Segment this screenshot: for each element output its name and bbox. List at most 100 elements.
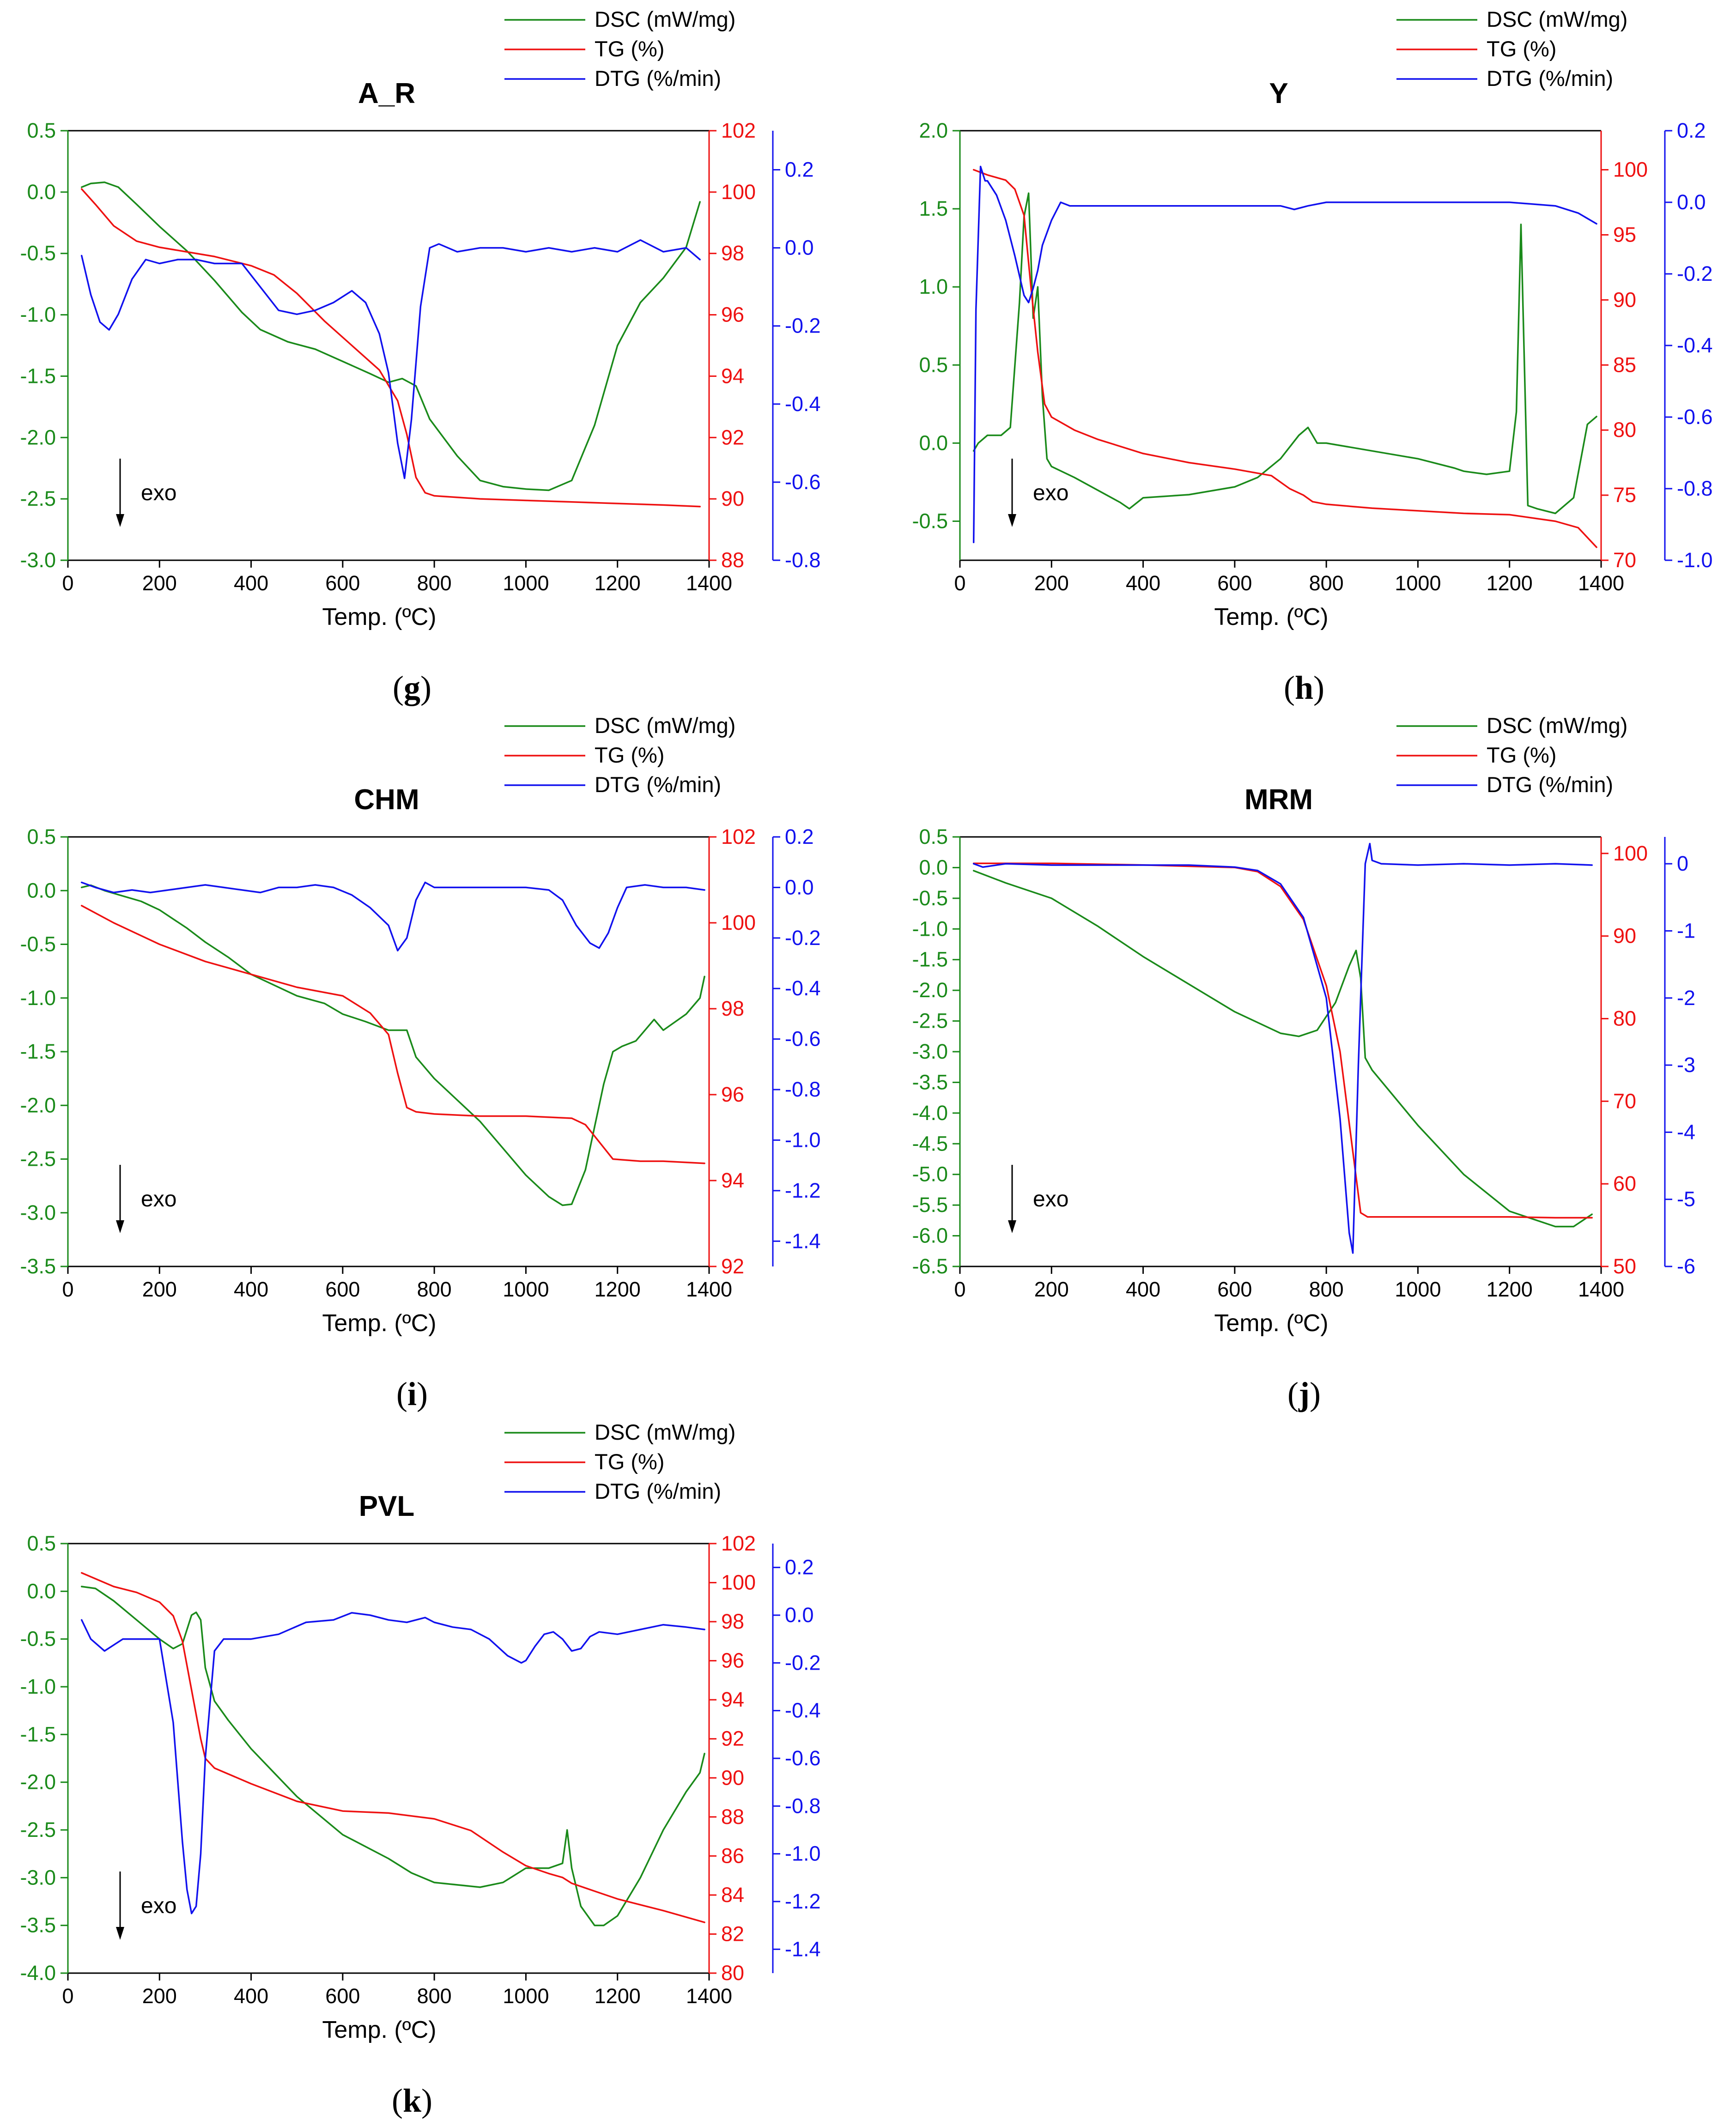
exo-arrow-head	[1008, 1220, 1016, 1233]
dtg-tick-label: 0.0	[785, 236, 814, 260]
dtg-tick-label: 0	[1677, 852, 1688, 875]
chart-k: PVL DSC (mW/mg) TG (%) DTG (%/min) 0 200 400 60…	[20, 1420, 820, 2119]
tg-tick-label: 90	[721, 1766, 744, 1789]
dtg-tick-label: -0.8	[1677, 477, 1713, 500]
tg-tick-label: 82	[721, 1922, 744, 1945]
dtg-tick-label: -0.4	[785, 392, 821, 416]
exo-arrow-head	[116, 514, 124, 527]
dtg-tick-label: -5	[1677, 1187, 1695, 1211]
exo-label: exo	[1033, 1187, 1068, 1211]
dtg-tick-label: -1.0	[785, 1842, 821, 1866]
tg-tick-label: 102	[721, 119, 756, 142]
x-tick-label: 0	[62, 1984, 73, 2008]
series-tg-line	[972, 862, 1593, 1219]
dtg-tick-label: -4	[1677, 1120, 1695, 1144]
tg-tick-label: 92	[721, 1727, 744, 1750]
tg-tick-label: 85	[1613, 353, 1636, 376]
panel-letter: i	[407, 1375, 417, 1412]
x-tick-label: 200	[142, 571, 177, 595]
legend-tg-label: TG (%)	[595, 743, 664, 767]
dsc-tick-label: -3.5	[20, 1254, 56, 1278]
x-tick-label: 200	[1034, 571, 1069, 595]
dsc-tick-label: 1.0	[919, 275, 948, 298]
dsc-tick-label: -0.5	[20, 242, 56, 265]
dtg-tick-label: -0.6	[785, 1027, 821, 1051]
dtg-tick-label: -0.4	[785, 1699, 821, 1722]
dsc-tick-label: -1.5	[912, 948, 948, 971]
x-tick-label: 1000	[503, 1984, 549, 2008]
dsc-tick-label: -5.0	[912, 1163, 948, 1186]
x-tick-label: 1200	[1487, 1278, 1533, 1301]
tg-tick-label: 50	[1613, 1254, 1636, 1278]
dtg-tick-label: 0.2	[785, 825, 814, 848]
x-tick-label: 1400	[686, 1278, 732, 1301]
dtg-tick-label: -0.4	[1677, 333, 1713, 357]
chart-title: A_R	[358, 78, 415, 109]
x-tick-label: 600	[325, 571, 360, 595]
x-tick-label: 1000	[1395, 1278, 1441, 1301]
dsc-tick-label: -4.5	[912, 1132, 948, 1155]
dsc-tick-label: -1.0	[20, 303, 56, 327]
tg-tick-label: 86	[721, 1844, 744, 1867]
series-dsc-line	[80, 181, 701, 491]
dtg-tick-label: 0.2	[1677, 119, 1706, 142]
x-tick-label: 400	[1126, 1278, 1160, 1301]
tg-tick-label: 70	[1613, 548, 1636, 572]
series-dtg-line	[972, 842, 1593, 1254]
tg-tick-label: 94	[721, 1688, 744, 1711]
dsc-tick-label: -1.5	[20, 1040, 56, 1063]
tg-tick-label: 88	[721, 1805, 744, 1829]
dtg-tick-label: 0.2	[785, 158, 814, 182]
tg-tick-label: 88	[721, 548, 744, 572]
dsc-tick-label: 1.5	[919, 197, 948, 220]
dsc-tick-label: -2.0	[912, 978, 948, 1002]
dsc-tick-label: -2.0	[20, 1093, 56, 1117]
dsc-tick-label: 2.0	[919, 119, 948, 142]
dtg-tick-label: -0.4	[785, 976, 821, 1000]
panel-label: (j)	[1287, 1375, 1321, 1412]
panel-label: (h)	[1284, 669, 1324, 706]
chart-title: CHM	[354, 784, 419, 816]
chart-g: A_R DSC (mW/mg) TG (%) DTG (%/min) 0 200 400 60…	[20, 7, 820, 706]
x-tick-label: 400	[1126, 571, 1160, 595]
dsc-tick-label: -1.0	[20, 1675, 56, 1698]
x-tick-label: 1200	[595, 571, 641, 595]
dsc-tick-label: -0.5	[20, 933, 56, 956]
tg-tick-label: 84	[721, 1883, 744, 1907]
series-dsc-line	[80, 1586, 705, 1926]
tg-tick-label: 98	[721, 242, 744, 265]
chart-title: PVL	[359, 1490, 415, 1522]
dsc-tick-label: 0.5	[919, 353, 948, 376]
x-axis-label: Temp. (ºC)	[322, 1310, 436, 1337]
dsc-tick-label: -3.0	[20, 1866, 56, 1889]
tg-tick-label: 80	[721, 1961, 744, 1985]
dsc-tick-label: -2.5	[20, 487, 56, 510]
x-axis-label: Temp. (ºC)	[1214, 1310, 1328, 1337]
dtg-tick-label: -1.0	[785, 1128, 821, 1151]
x-tick-label: 0	[954, 1278, 965, 1301]
x-tick-label: 400	[234, 571, 268, 595]
tg-tick-label: 98	[721, 1610, 744, 1633]
dtg-tick-label: -1.4	[785, 1937, 821, 1961]
panel-label: (g)	[393, 669, 431, 706]
x-tick-label: 200	[142, 1278, 177, 1301]
legend-tg-label: TG (%)	[595, 1449, 664, 1474]
panel-letter: g	[404, 669, 420, 706]
x-tick-label: 1000	[503, 571, 549, 595]
dsc-tick-label: -6.5	[912, 1254, 948, 1278]
dtg-tick-label: -0.6	[785, 470, 821, 494]
x-tick-label: 800	[417, 1984, 452, 2008]
x-tick-label: 1200	[1487, 571, 1533, 595]
dsc-tick-label: -2.5	[20, 1818, 56, 1841]
tg-tick-label: 102	[721, 1532, 756, 1555]
tg-tick-label: 100	[1613, 842, 1648, 865]
tg-tick-label: 100	[721, 911, 756, 934]
dtg-tick-label: -1	[1677, 919, 1695, 942]
tg-tick-label: 100	[721, 1571, 756, 1594]
dsc-tick-label: -0.5	[20, 1627, 56, 1651]
series-dsc-line	[80, 884, 705, 1206]
tg-tick-label: 92	[721, 1254, 744, 1278]
chart-i: CHM DSC (mW/mg) TG (%) DTG (%/min) 0 200 400 60…	[20, 713, 820, 1412]
x-tick-label: 400	[234, 1984, 268, 2008]
series-dsc-line	[972, 870, 1593, 1228]
